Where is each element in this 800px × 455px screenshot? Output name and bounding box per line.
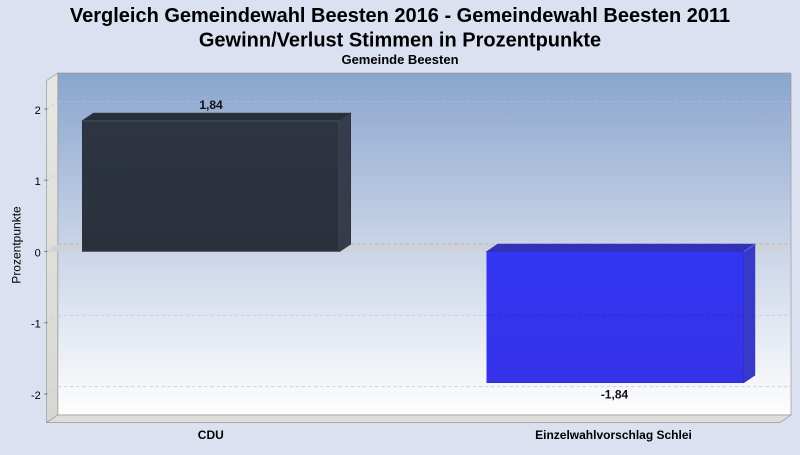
svg-text:-1,84: -1,84: [601, 388, 629, 402]
svg-text:Gemeinde Beesten: Gemeinde Beesten: [341, 52, 458, 67]
svg-text:1: 1: [35, 176, 41, 188]
svg-text:CDU: CDU: [198, 428, 224, 442]
svg-text:1,84: 1,84: [199, 98, 223, 112]
svg-text:2: 2: [35, 105, 41, 117]
svg-text:-2: -2: [31, 390, 41, 402]
svg-text:Prozentpunkte: Prozentpunkte: [10, 206, 24, 284]
svg-text:-1: -1: [31, 319, 41, 331]
svg-text:Vergleich Gemeindewahl Beesten: Vergleich Gemeindewahl Beesten 2016 - Ge…: [70, 5, 730, 27]
svg-text:Gewinn/Verlust Stimmen in Proz: Gewinn/Verlust Stimmen in Prozentpunkte: [199, 30, 601, 52]
svg-text:0: 0: [35, 247, 41, 259]
svg-text:Einzelwahlvorschlag Schlei: Einzelwahlvorschlag Schlei: [535, 428, 692, 442]
